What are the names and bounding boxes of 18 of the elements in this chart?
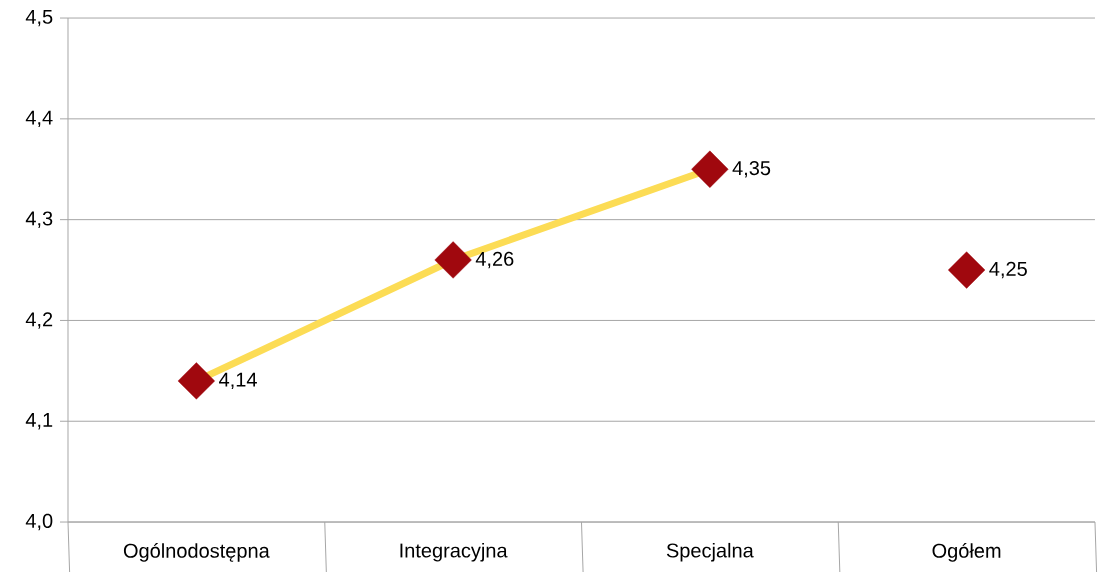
y-tick-label: 4,2 bbox=[25, 312, 53, 329]
y-tick-label: 4,4 bbox=[25, 110, 53, 127]
point bbox=[177, 362, 215, 400]
data-label: 4,26 bbox=[475, 251, 514, 269]
x-tick-label: Ogółem bbox=[932, 542, 1001, 562]
data-label: 4,25 bbox=[989, 261, 1027, 279]
y-tick-label: 4,3 bbox=[25, 211, 53, 228]
y-tick-label: 4,1 bbox=[25, 413, 53, 430]
x-tick-label: Ogólnodostępna bbox=[123, 542, 270, 562]
data-label: 4,14 bbox=[219, 372, 257, 390]
y-tick-label: 4,0 bbox=[25, 513, 53, 531]
y-tick-label: 4,5 bbox=[25, 9, 53, 27]
data-label: 4,35 bbox=[732, 160, 771, 178]
x-tick-label: Integracyjna bbox=[400, 542, 508, 562]
x-tick-label: Specjalna bbox=[666, 542, 754, 562]
point bbox=[691, 150, 729, 188]
point bbox=[434, 241, 472, 279]
point bbox=[948, 251, 986, 289]
